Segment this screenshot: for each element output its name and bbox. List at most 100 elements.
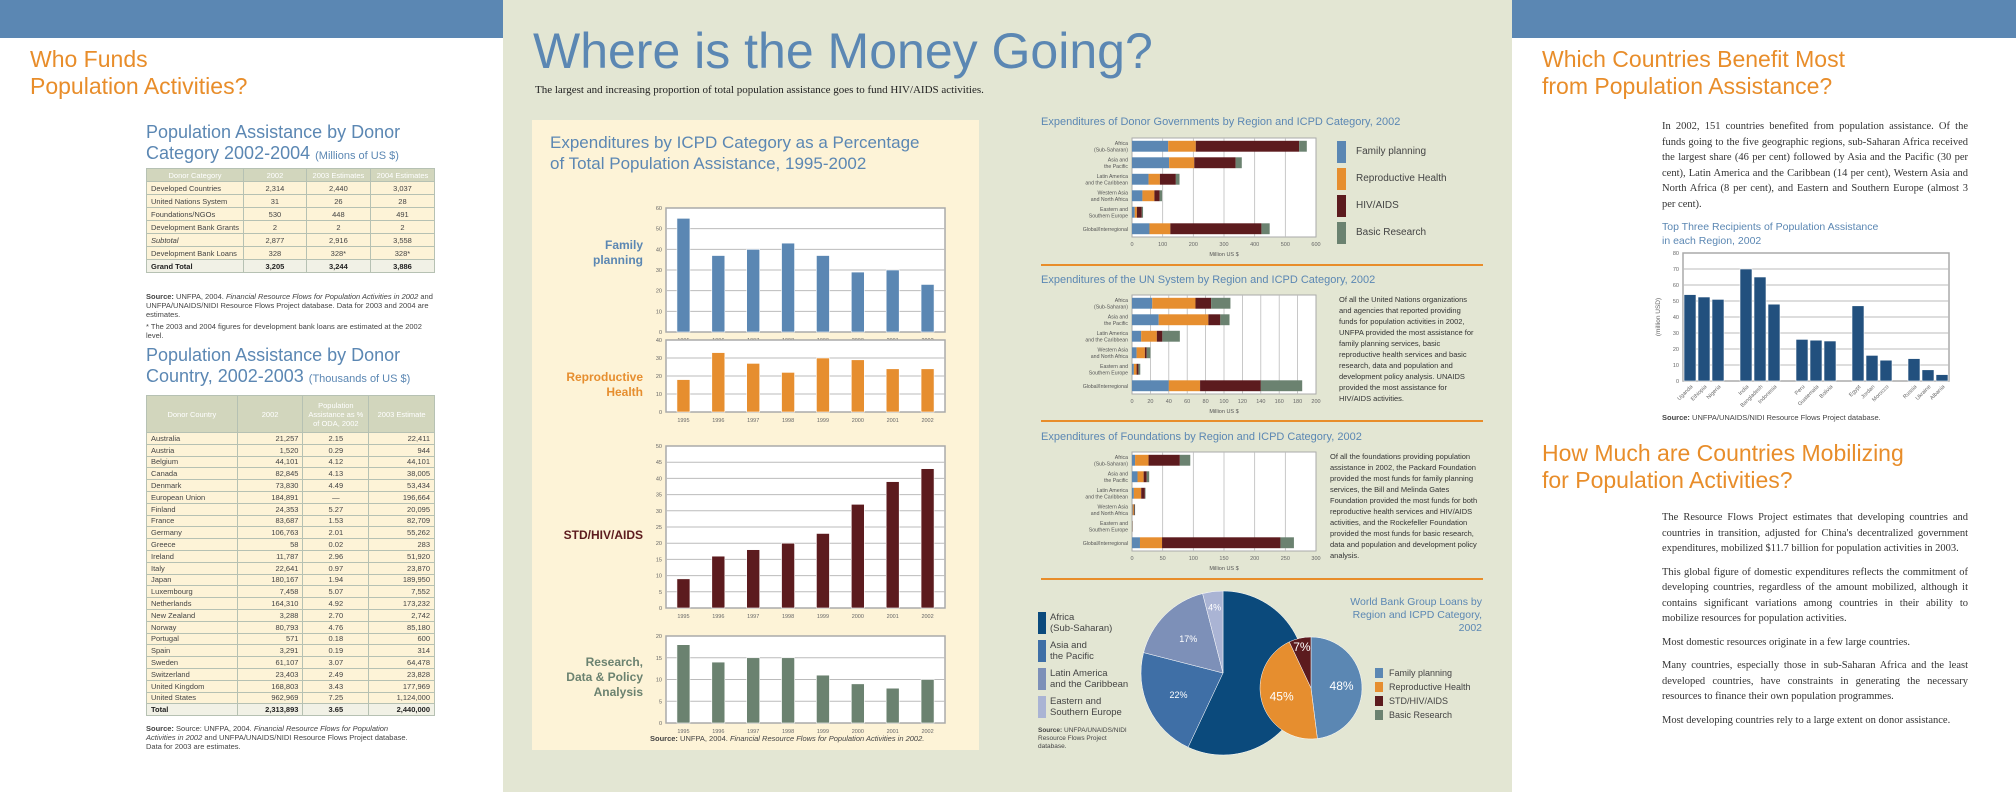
table-cell: 0.18 xyxy=(302,632,370,646)
table-cell: 180,167 xyxy=(236,573,304,587)
paragraph: Many countries, especially those in sub-… xyxy=(1662,660,1968,702)
row-label: Greece xyxy=(146,538,238,551)
column-header: 2002 xyxy=(236,395,304,433)
x-tick-label: 140 xyxy=(1256,399,1265,405)
bar-segment xyxy=(1162,537,1281,549)
table-cell: 83,687 xyxy=(236,514,304,528)
paragraph: Most developing countries rely to a larg… xyxy=(1662,714,1951,726)
x-tick-label: 1995 xyxy=(677,614,689,620)
source-text: UNFPA, 2004. xyxy=(176,292,224,301)
region-label: and North Africa xyxy=(1091,511,1128,517)
bar-segment xyxy=(1148,173,1160,185)
table-cell: 22,411 xyxy=(368,432,435,445)
bar-segment xyxy=(1141,330,1157,342)
table-cell: 530 xyxy=(242,207,307,221)
region-label: Western Asia xyxy=(1098,191,1129,197)
region-label: and the Caribbean xyxy=(1085,494,1128,500)
legend-label: Basic Research xyxy=(1356,227,1427,238)
table-row: United Kingdom 168,803 3.43 177,969 xyxy=(146,679,435,693)
column-header: 2003 Estimate xyxy=(368,395,435,433)
region-label: Western Asia xyxy=(1098,348,1129,354)
main-title: Where is the Money Going? xyxy=(533,23,1153,79)
pie-value-label: 4% xyxy=(1208,602,1221,612)
category-label: Reproductive xyxy=(566,370,643,384)
pie-slice xyxy=(1202,590,1224,674)
category-label: Data & Policy xyxy=(566,670,643,684)
legend-swatch xyxy=(1375,682,1383,692)
region-label: Africa xyxy=(1115,298,1128,304)
row-label: Switzerland xyxy=(146,667,238,681)
divider xyxy=(1041,420,1483,422)
donor-chart-title: Expenditures of Donor Governments by Reg… xyxy=(1041,116,1401,128)
column-header: 2003 Estimates xyxy=(305,168,371,182)
bar xyxy=(920,468,935,609)
source-italic: Financial Resource Flows for Population … xyxy=(146,724,389,742)
row-label: Australia xyxy=(146,432,238,445)
row-label: Italy xyxy=(146,561,238,575)
reproductive-health-bar-chart: 0 10 20 30 40 1995 1996 1997 1998 1999 2000 2001 200… xyxy=(566,338,946,424)
column-header: Donor Country xyxy=(146,395,238,433)
bar-segment xyxy=(1132,140,1169,152)
table1-unit: (Millions of US $) xyxy=(315,150,399,162)
bar-segment xyxy=(1132,504,1133,516)
table-row: Austria 1,520 0.29 944 xyxy=(146,443,435,457)
table-cell: 0.29 xyxy=(302,443,370,457)
region-label: Southern Europe xyxy=(1089,527,1128,533)
region-label: Eastern and xyxy=(1100,521,1128,527)
table1-title: Population Assistance by Donor Category … xyxy=(146,122,446,167)
legend-item: Asia and the Pacific xyxy=(1038,640,1128,668)
row-label: New Zealand xyxy=(146,608,238,622)
table-cell: 7.25 xyxy=(302,691,370,705)
legend-item: STD/HIV/AIDS xyxy=(1375,694,1471,708)
source-text: UNFPA/UNAIDS/NIDI Resource Flows Project… xyxy=(1692,413,1881,422)
bar-segment xyxy=(1132,504,1134,516)
table-cell: 5.07 xyxy=(302,585,370,599)
row-label: Japan xyxy=(146,573,238,587)
row-label: Germany xyxy=(146,526,238,540)
table-cell: 3.07 xyxy=(302,656,370,669)
region-label: Southern Europe xyxy=(1089,370,1128,376)
region-label: Latin America xyxy=(1097,331,1129,337)
bar-segment xyxy=(1136,206,1142,218)
row-label: United States xyxy=(146,691,238,705)
x-tick-label: 1999 xyxy=(817,729,829,735)
table-cell: 196,664 xyxy=(368,490,435,504)
bar xyxy=(781,242,795,333)
row-label: Austria xyxy=(146,443,238,457)
x-tick-label: 150 xyxy=(1219,556,1228,562)
y-tick-label: 40 xyxy=(656,338,662,344)
y-tick-label: 30 xyxy=(656,509,662,515)
pie-value-label: 17% xyxy=(1179,634,1197,644)
legend-label: Eastern and Southern Europe xyxy=(1050,696,1122,724)
bar xyxy=(746,549,760,609)
table-cell: 0.19 xyxy=(302,644,370,658)
row-label: Developed Countries xyxy=(146,181,244,195)
x-tick-label: 1996 xyxy=(712,729,724,735)
table-cell: 20,095 xyxy=(368,502,435,516)
table-cell: 3,291 xyxy=(236,644,304,658)
donor-governments-stacked-chart: 0 100 200 300 400 500 600 Million US $ Africa(Su… xyxy=(1083,137,1321,258)
donor-category-table: Donor Category 2002 2003 Estimates 2004 Est… xyxy=(146,168,436,273)
bar-segment xyxy=(1132,380,1169,392)
table-cell: 3.43 xyxy=(302,679,370,693)
bar xyxy=(816,255,830,333)
paragraph: This global figure of domestic expenditu… xyxy=(1662,566,1968,625)
table-cell: 2.01 xyxy=(302,526,370,540)
pie-slice xyxy=(1288,636,1312,689)
legend-label: Family planning xyxy=(1356,146,1427,157)
source-italic: Financial Resource Flows for Population … xyxy=(225,292,419,301)
bar-segment xyxy=(1143,471,1147,483)
x-axis-label: Million US $ xyxy=(1209,566,1238,572)
table2-unit: (Thousands of US $) xyxy=(308,373,411,385)
bar-segment xyxy=(1144,487,1146,499)
bar-segment xyxy=(1138,363,1141,375)
x-tick-label: 2002 xyxy=(921,418,933,424)
bar-segment xyxy=(1136,363,1139,375)
table-row: France 83,687 1.53 82,709 xyxy=(146,514,435,528)
row-label: Denmark xyxy=(146,479,238,492)
x-tick-label: 1995 xyxy=(677,729,689,735)
legend-swatch xyxy=(1375,710,1383,720)
divider xyxy=(1041,264,1483,266)
bar-segment xyxy=(1141,487,1145,499)
y-tick-label: 30 xyxy=(656,356,662,362)
